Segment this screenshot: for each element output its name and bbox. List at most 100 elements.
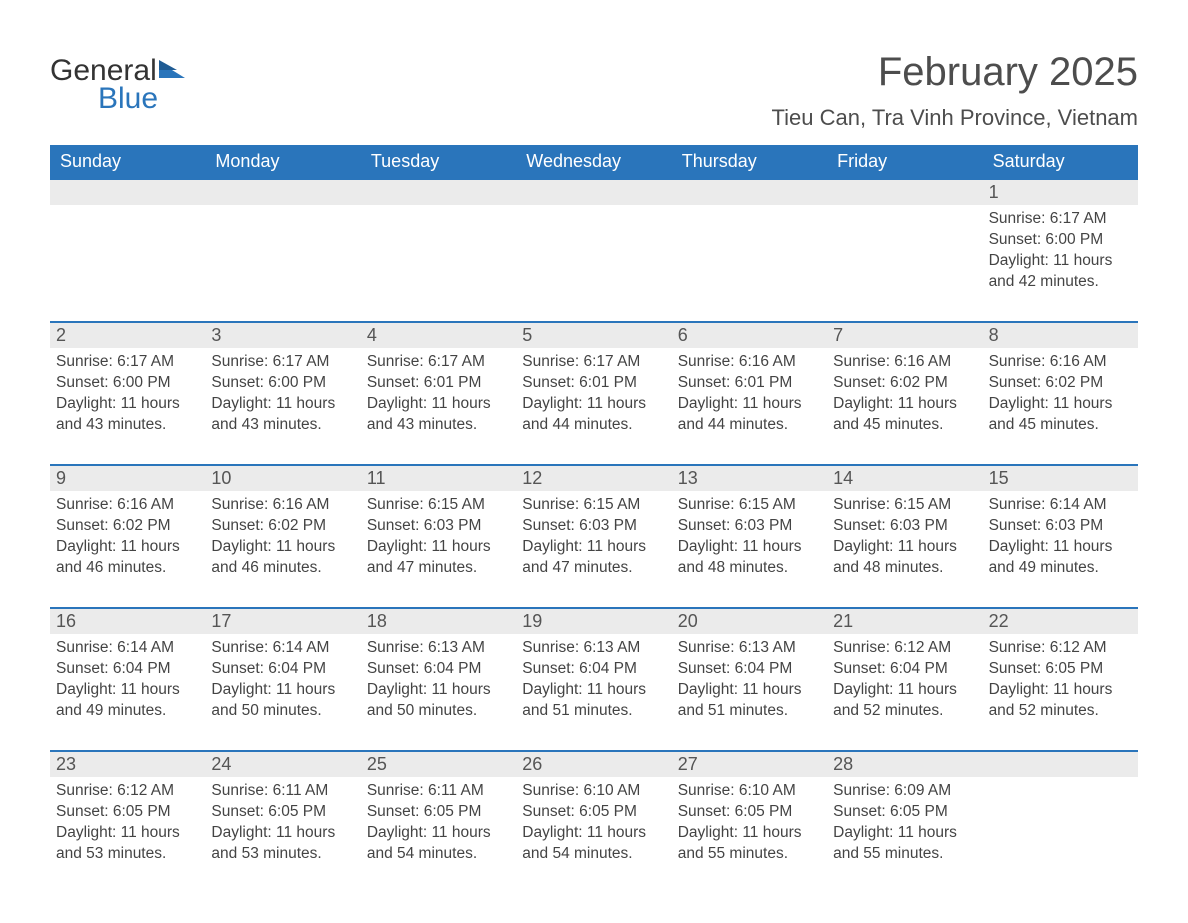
sunrise-text: Sunrise: 6:12 AM [989,638,1130,659]
sunrise-text: Sunrise: 6:12 AM [833,638,974,659]
sunset-text: Sunset: 6:04 PM [367,659,508,680]
sunrise-text: Sunrise: 6:10 AM [678,781,819,802]
daylight-text: Daylight: 11 hours and 54 minutes. [522,823,663,865]
day-number-row: 232425262728 [50,752,1138,777]
header: General Blue February 2025 Tieu Can, Tra… [50,50,1138,131]
day-number-row: 9101112131415 [50,466,1138,491]
day-number [361,180,516,205]
daylight-text: Daylight: 11 hours and 47 minutes. [522,537,663,579]
dow-saturday: Saturday [983,145,1138,178]
daylight-text: Daylight: 11 hours and 55 minutes. [678,823,819,865]
dow-wednesday: Wednesday [516,145,671,178]
logo-flag-icon [159,56,187,86]
daylight-text: Daylight: 11 hours and 43 minutes. [211,394,352,436]
day-cell: Sunrise: 6:12 AMSunset: 6:04 PMDaylight:… [827,634,982,730]
page-title: February 2025 [772,50,1138,95]
day-cell [361,205,516,301]
dow-sunday: Sunday [50,145,205,178]
day-number: 28 [827,752,982,777]
day-number: 25 [361,752,516,777]
day-cell: Sunrise: 6:12 AMSunset: 6:05 PMDaylight:… [983,634,1138,730]
day-number: 13 [672,466,827,491]
day-cell: Sunrise: 6:14 AMSunset: 6:04 PMDaylight:… [205,634,360,730]
sunset-text: Sunset: 6:04 PM [56,659,197,680]
day-number-row: 2345678 [50,323,1138,348]
sunrise-text: Sunrise: 6:16 AM [56,495,197,516]
day-number [516,180,671,205]
sunrise-text: Sunrise: 6:09 AM [833,781,974,802]
day-cell: Sunrise: 6:11 AMSunset: 6:05 PMDaylight:… [361,777,516,873]
day-cell [983,777,1138,873]
sunrise-text: Sunrise: 6:13 AM [678,638,819,659]
day-number: 5 [516,323,671,348]
sunrise-text: Sunrise: 6:11 AM [367,781,508,802]
sunset-text: Sunset: 6:05 PM [678,802,819,823]
day-number: 7 [827,323,982,348]
sunrise-text: Sunrise: 6:14 AM [56,638,197,659]
day-number-row: 1 [50,180,1138,205]
daylight-text: Daylight: 11 hours and 45 minutes. [989,394,1130,436]
day-cell [50,205,205,301]
day-number [672,180,827,205]
day-cell: Sunrise: 6:13 AMSunset: 6:04 PMDaylight:… [361,634,516,730]
day-cell: Sunrise: 6:17 AMSunset: 6:01 PMDaylight:… [516,348,671,444]
day-cell: Sunrise: 6:10 AMSunset: 6:05 PMDaylight:… [672,777,827,873]
daylight-text: Daylight: 11 hours and 46 minutes. [211,537,352,579]
sunset-text: Sunset: 6:02 PM [989,373,1130,394]
day-number [205,180,360,205]
title-block: February 2025 Tieu Can, Tra Vinh Provinc… [772,50,1138,131]
day-cell: Sunrise: 6:17 AMSunset: 6:00 PMDaylight:… [205,348,360,444]
daylight-text: Daylight: 11 hours and 48 minutes. [833,537,974,579]
day-cell [827,205,982,301]
sunset-text: Sunset: 6:05 PM [367,802,508,823]
location: Tieu Can, Tra Vinh Province, Vietnam [772,105,1138,131]
day-number: 24 [205,752,360,777]
daylight-text: Daylight: 11 hours and 48 minutes. [678,537,819,579]
sunset-text: Sunset: 6:00 PM [56,373,197,394]
daylight-text: Daylight: 11 hours and 49 minutes. [989,537,1130,579]
day-cell: Sunrise: 6:13 AMSunset: 6:04 PMDaylight:… [672,634,827,730]
day-number [827,180,982,205]
day-number: 12 [516,466,671,491]
day-number: 20 [672,609,827,634]
sunrise-text: Sunrise: 6:17 AM [522,352,663,373]
day-number: 3 [205,323,360,348]
sunrise-text: Sunrise: 6:15 AM [367,495,508,516]
day-cell: Sunrise: 6:09 AMSunset: 6:05 PMDaylight:… [827,777,982,873]
sunset-text: Sunset: 6:02 PM [56,516,197,537]
day-cell: Sunrise: 6:16 AMSunset: 6:02 PMDaylight:… [983,348,1138,444]
daylight-text: Daylight: 11 hours and 44 minutes. [678,394,819,436]
daylight-text: Daylight: 11 hours and 52 minutes. [833,680,974,722]
calendar-week: 1 Sunrise: 6:17 AMSunset: 6:00 PMDaylight… [50,178,1138,301]
sunrise-text: Sunrise: 6:15 AM [833,495,974,516]
sunset-text: Sunset: 6:01 PM [678,373,819,394]
day-cell: Sunrise: 6:16 AMSunset: 6:01 PMDaylight:… [672,348,827,444]
sunrise-text: Sunrise: 6:13 AM [367,638,508,659]
sunset-text: Sunset: 6:03 PM [678,516,819,537]
day-number: 2 [50,323,205,348]
day-cell [672,205,827,301]
day-number: 1 [983,180,1138,205]
sunset-text: Sunset: 6:04 PM [678,659,819,680]
logo-word-2: Blue [98,84,187,114]
day-number [983,752,1138,777]
day-of-week-header: Sunday Monday Tuesday Wednesday Thursday… [50,145,1138,178]
day-number: 18 [361,609,516,634]
sunrise-text: Sunrise: 6:17 AM [56,352,197,373]
sunset-text: Sunset: 6:03 PM [522,516,663,537]
sunset-text: Sunset: 6:04 PM [211,659,352,680]
daylight-text: Daylight: 11 hours and 55 minutes. [833,823,974,865]
day-cell: Sunrise: 6:15 AMSunset: 6:03 PMDaylight:… [516,491,671,587]
daylight-text: Daylight: 11 hours and 42 minutes. [989,251,1130,293]
sunrise-text: Sunrise: 6:17 AM [989,209,1130,230]
dow-thursday: Thursday [672,145,827,178]
calendar-week: 16171819202122Sunrise: 6:14 AMSunset: 6:… [50,607,1138,730]
day-number: 21 [827,609,982,634]
sunset-text: Sunset: 6:00 PM [211,373,352,394]
sunset-text: Sunset: 6:00 PM [989,230,1130,251]
sunset-text: Sunset: 6:05 PM [522,802,663,823]
sunset-text: Sunset: 6:04 PM [522,659,663,680]
sunset-text: Sunset: 6:02 PM [211,516,352,537]
daylight-text: Daylight: 11 hours and 52 minutes. [989,680,1130,722]
day-number: 10 [205,466,360,491]
